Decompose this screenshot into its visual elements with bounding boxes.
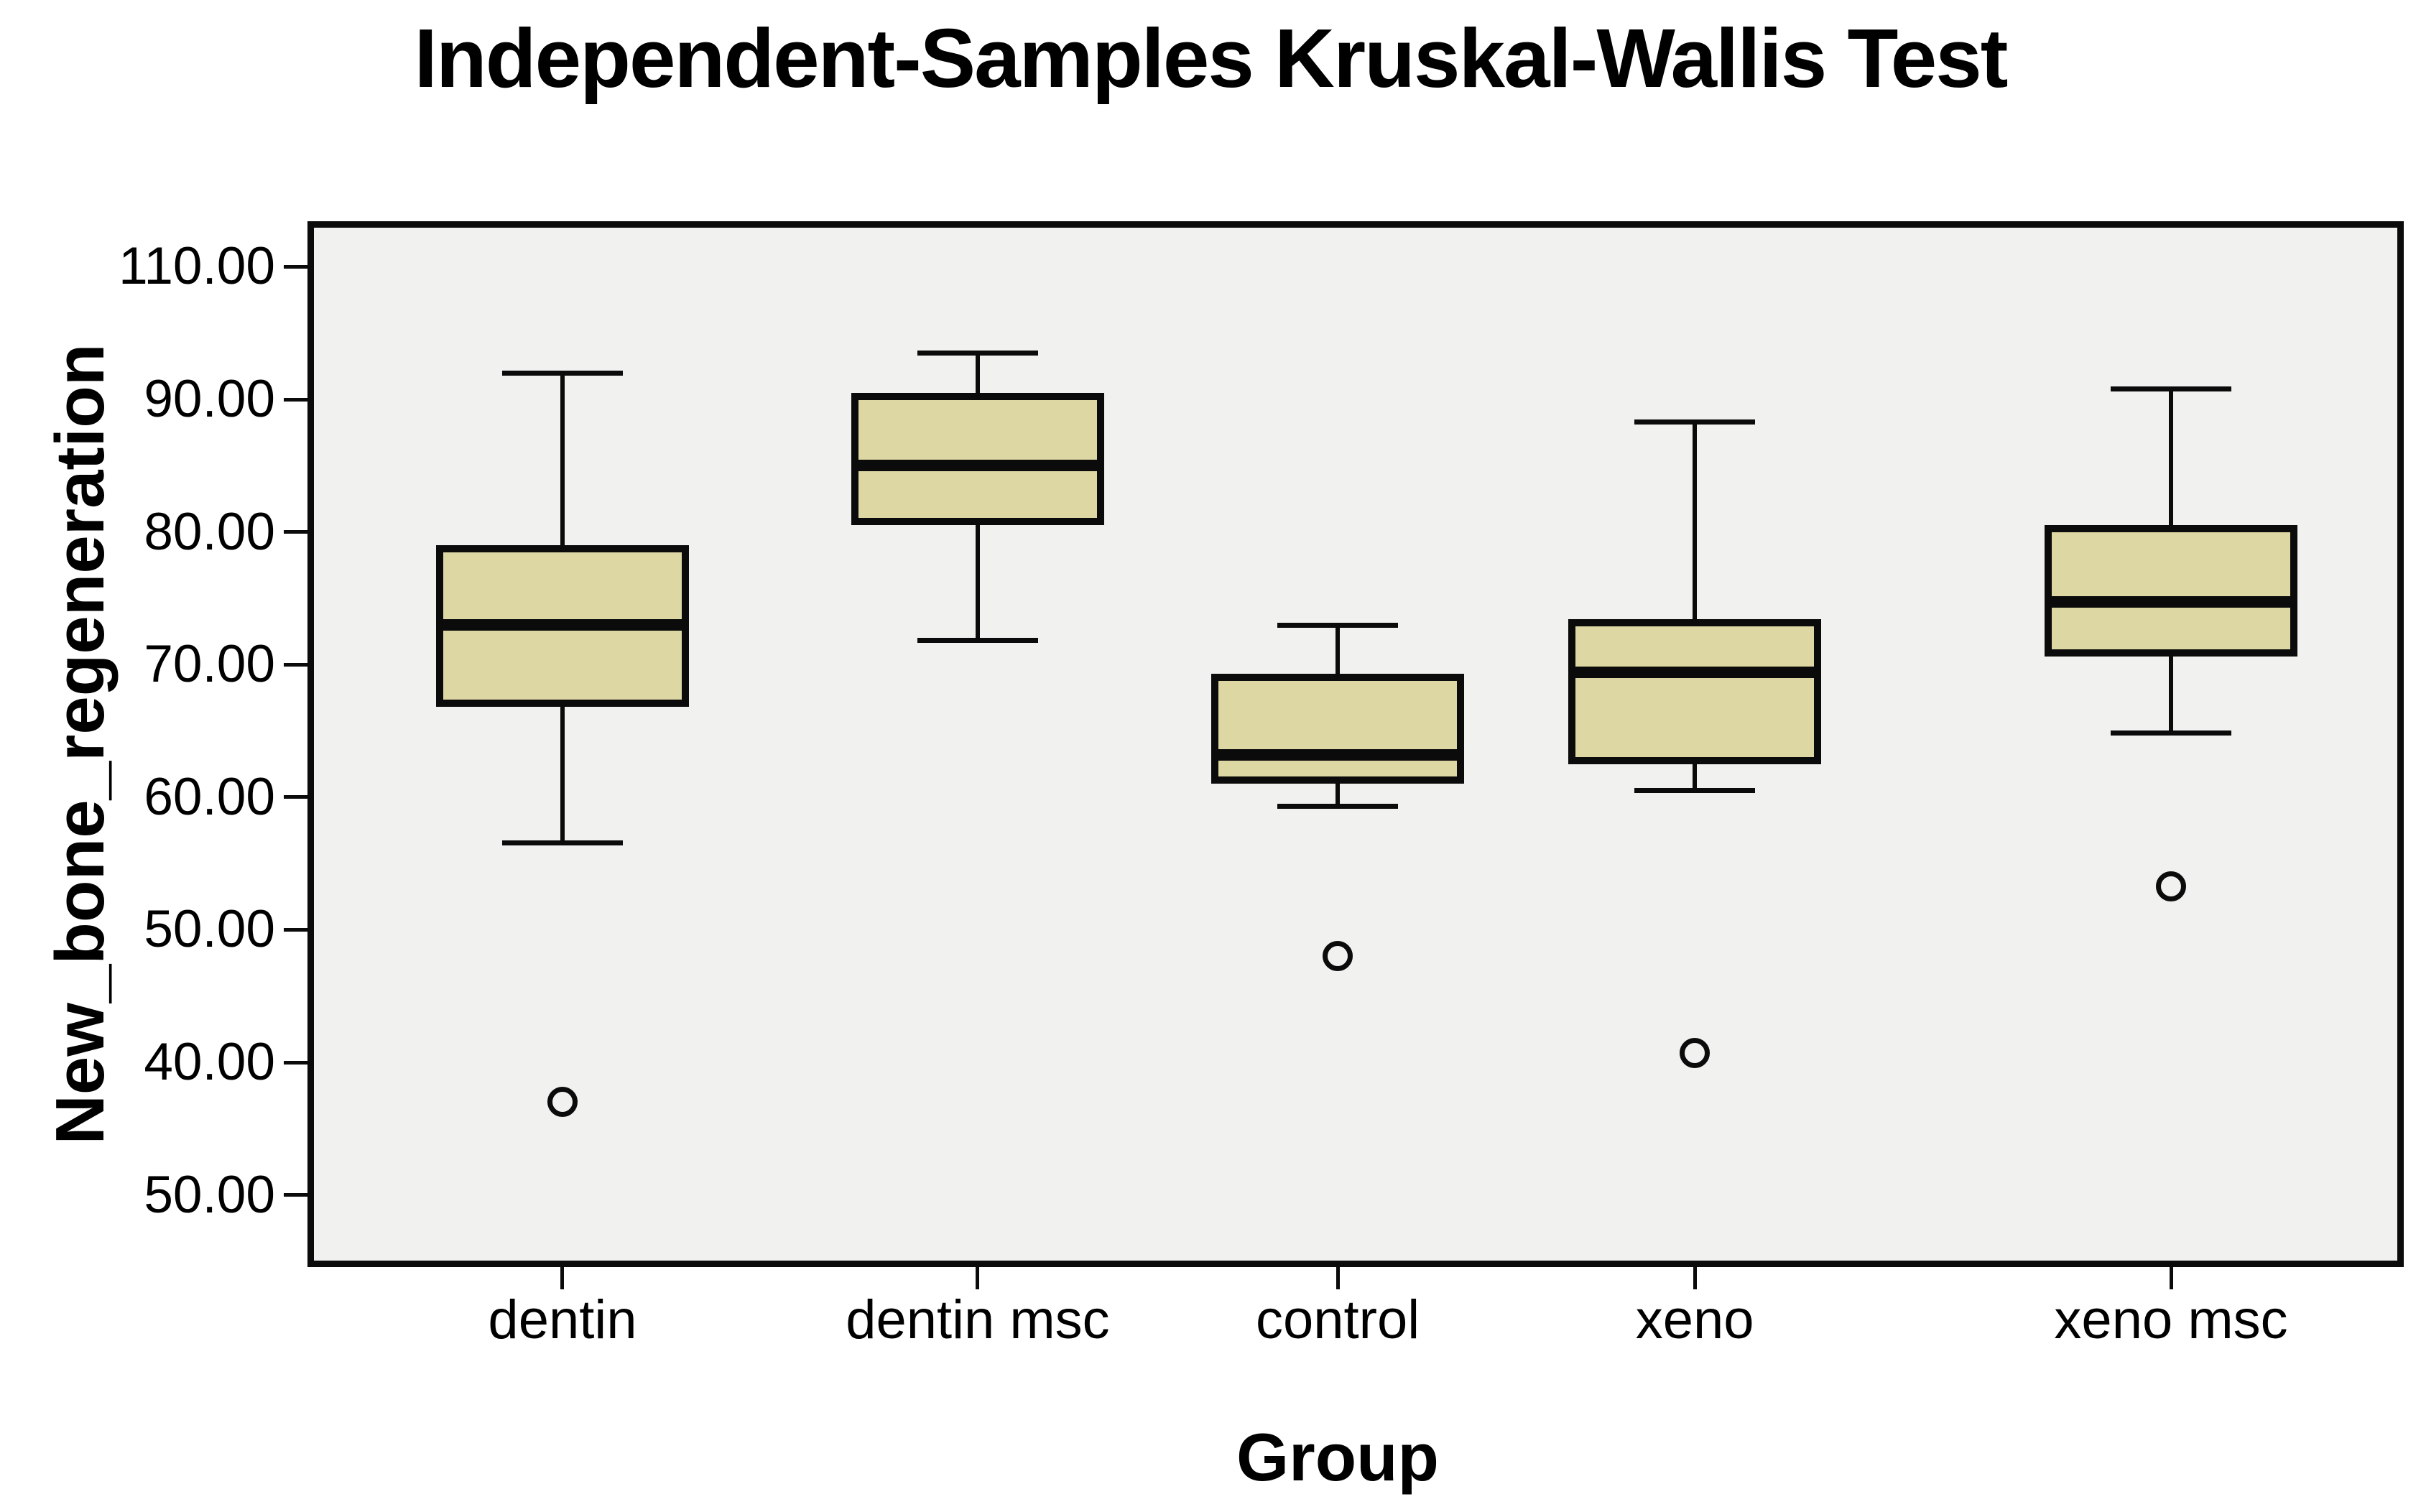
x-category-label: control (1255, 1289, 1420, 1350)
outlier-point (547, 1087, 578, 1118)
y-tick-label: 110.00 (119, 237, 275, 296)
box-whisker (1693, 422, 1698, 791)
y-tick-mark (284, 530, 308, 534)
median-line (1211, 748, 1465, 761)
box (1211, 674, 1465, 784)
whisker-cap-top (1277, 622, 1399, 628)
y-tick-label: 80.00 (144, 502, 275, 561)
box (2045, 525, 2298, 657)
whisker-cap-bottom (1277, 803, 1399, 809)
x-tick-mark (1693, 1267, 1697, 1289)
x-axis-title: Group (1236, 1419, 1439, 1495)
y-tick-mark (284, 1193, 308, 1197)
x-tick-mark (560, 1267, 565, 1289)
y-tick-mark (284, 264, 308, 269)
y-tick-label: 50.00 (144, 1165, 275, 1224)
y-tick-label: 90.00 (144, 370, 275, 429)
whisker-cap-bottom (2110, 731, 2232, 736)
median-line (1568, 667, 1822, 679)
x-tick-mark (976, 1267, 980, 1289)
whisker-cap-top (917, 351, 1039, 356)
box (1568, 619, 1822, 764)
outlier-point (2156, 871, 2187, 901)
chart-title: Independent-Samples Kruskal-Wallis Test (414, 11, 2009, 105)
whisker-cap-top (1634, 419, 1756, 425)
x-category-label: xeno msc (2054, 1289, 2288, 1350)
y-tick-mark (284, 795, 308, 799)
whisker-cap-top (501, 371, 624, 376)
y-tick-label: 70.00 (144, 635, 275, 694)
x-category-label: dentin (488, 1289, 637, 1350)
x-category-label: dentin msc (846, 1289, 1110, 1350)
median-line (435, 618, 689, 631)
whisker-cap-bottom (501, 840, 624, 846)
whisker-cap-bottom (917, 638, 1039, 643)
y-tick-mark (284, 927, 308, 932)
y-tick-label: 60.00 (144, 767, 275, 826)
outlier-point (1323, 941, 1353, 972)
box (851, 392, 1104, 526)
x-tick-mark (1336, 1267, 1340, 1289)
y-tick-mark (284, 397, 308, 402)
whisker-cap-top (2110, 386, 2232, 392)
whisker-cap-bottom (1634, 787, 1756, 793)
y-tick-label: 50.00 (144, 900, 275, 959)
y-tick-label: 40.00 (144, 1033, 275, 1092)
y-tick-mark (284, 1060, 308, 1065)
median-line (851, 460, 1104, 472)
y-axis-title: New_bone_regeneration (42, 343, 119, 1145)
x-category-label: xeno (1635, 1289, 1754, 1350)
y-tick-mark (284, 662, 308, 667)
median-line (2045, 596, 2298, 608)
outlier-point (1680, 1038, 1711, 1069)
plot-area (307, 221, 2404, 1267)
x-tick-mark (2169, 1267, 2173, 1289)
